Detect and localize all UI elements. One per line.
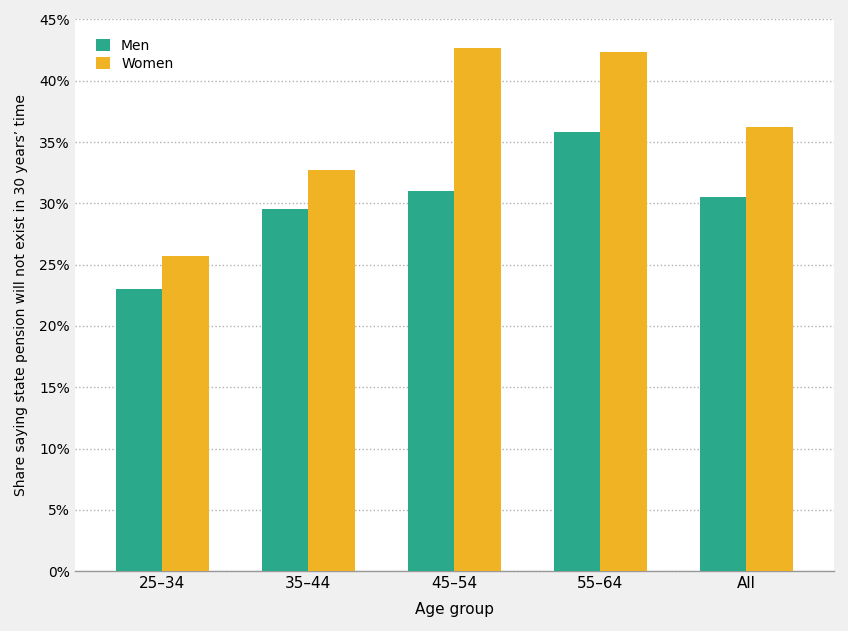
Bar: [700, 197, 746, 571]
Legend: Men, Women: Men, Women: [89, 32, 181, 78]
Bar: [261, 209, 309, 571]
Bar: [162, 256, 209, 571]
Bar: [408, 191, 455, 571]
X-axis label: Age group: Age group: [415, 602, 494, 617]
Bar: [309, 170, 355, 571]
Bar: [746, 127, 793, 571]
Bar: [115, 289, 162, 571]
Bar: [455, 47, 501, 571]
Bar: [554, 132, 600, 571]
Bar: [600, 52, 647, 571]
Y-axis label: Share saying state pension will not exist in 30 years’ time: Share saying state pension will not exis…: [14, 94, 28, 496]
